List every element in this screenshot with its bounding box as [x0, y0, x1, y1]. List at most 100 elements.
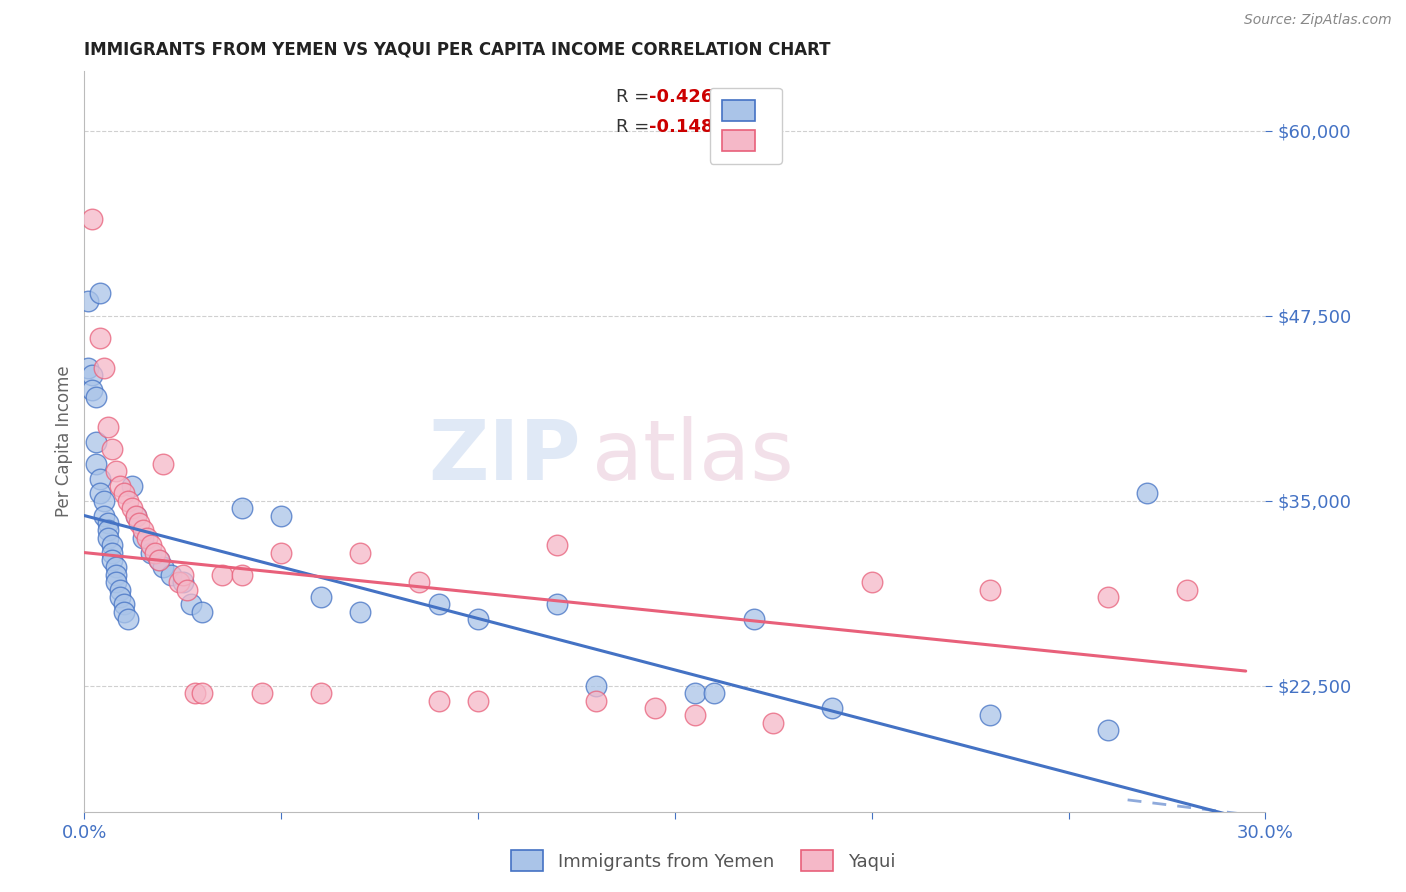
Point [136, 531, 159, 545]
Point [93, 508, 115, 523]
Point [427, 598, 450, 612]
Point [89, 286, 111, 301]
Point [1097, 590, 1119, 604]
Point [152, 560, 174, 574]
Point [97, 524, 120, 538]
Point [108, 479, 131, 493]
Text: R =: R = [616, 118, 655, 136]
Legend: , : , [710, 87, 782, 164]
Point [104, 567, 127, 582]
Point [101, 442, 124, 456]
Point [124, 508, 146, 523]
Point [93, 360, 115, 375]
Point [762, 715, 785, 730]
Point [167, 575, 190, 590]
Point [104, 575, 127, 590]
Point [84, 390, 107, 404]
Point [683, 686, 706, 700]
Point [97, 531, 120, 545]
Point [467, 612, 489, 626]
Point [104, 464, 127, 478]
Point [121, 501, 143, 516]
Text: 41: 41 [745, 118, 770, 136]
Point [191, 605, 214, 619]
Point [112, 598, 135, 612]
Point [172, 567, 194, 582]
Point [108, 590, 131, 604]
Point [821, 701, 844, 715]
Point [132, 531, 155, 545]
Legend: Immigrants from Yemen, Yaqui: Immigrants from Yemen, Yaqui [503, 843, 903, 879]
Point [141, 538, 163, 552]
Point [117, 493, 139, 508]
Y-axis label: Per Capita Income: Per Capita Income [55, 366, 73, 517]
Point [112, 605, 135, 619]
Point [124, 508, 146, 523]
Point [108, 582, 131, 597]
Text: -0.426: -0.426 [650, 88, 713, 106]
Point [309, 686, 332, 700]
Point [97, 419, 120, 434]
Point [141, 546, 163, 560]
Point [742, 612, 765, 626]
Point [89, 331, 111, 345]
Point [160, 567, 183, 582]
Point [1175, 582, 1198, 597]
Point [860, 575, 883, 590]
Point [270, 546, 292, 560]
Point [191, 686, 214, 700]
Text: IMMIGRANTS FROM YEMEN VS YAQUI PER CAPITA INCOME CORRELATION CHART: IMMIGRANTS FROM YEMEN VS YAQUI PER CAPIT… [84, 41, 831, 59]
Point [132, 524, 155, 538]
Point [89, 471, 111, 485]
Point [101, 538, 124, 552]
Point [349, 605, 371, 619]
Point [585, 694, 607, 708]
Point [349, 546, 371, 560]
Point [82, 368, 104, 382]
Point [89, 486, 111, 500]
Point [112, 486, 135, 500]
Point [683, 708, 706, 723]
Point [152, 457, 174, 471]
Text: R =: R = [616, 88, 655, 106]
Point [211, 567, 233, 582]
Point [77, 360, 100, 375]
Point [180, 598, 202, 612]
Point [82, 212, 104, 227]
Point [176, 582, 198, 597]
Text: -0.148: -0.148 [650, 118, 713, 136]
Point [1136, 486, 1159, 500]
Text: N =: N = [718, 118, 759, 136]
Text: ZIP: ZIP [427, 416, 581, 497]
Point [979, 708, 1001, 723]
Point [231, 567, 253, 582]
Point [143, 546, 166, 560]
Point [427, 694, 450, 708]
Point [104, 560, 127, 574]
Point [148, 553, 170, 567]
Point [546, 598, 568, 612]
Point [82, 383, 104, 397]
Point [644, 701, 666, 715]
Text: N =: N = [718, 88, 759, 106]
Point [77, 293, 100, 308]
Text: atlas: atlas [592, 416, 794, 497]
Point [703, 686, 725, 700]
Point [270, 508, 292, 523]
Point [121, 479, 143, 493]
Point [117, 612, 139, 626]
Point [546, 538, 568, 552]
Point [183, 686, 205, 700]
Point [585, 679, 607, 693]
Text: Source: ZipAtlas.com: Source: ZipAtlas.com [1244, 13, 1392, 28]
Point [97, 516, 120, 530]
Point [250, 686, 273, 700]
Point [309, 590, 332, 604]
Point [128, 516, 150, 530]
Point [172, 575, 194, 590]
Point [148, 553, 170, 567]
Point [101, 546, 124, 560]
Text: 51: 51 [745, 88, 770, 106]
Point [979, 582, 1001, 597]
Point [408, 575, 430, 590]
